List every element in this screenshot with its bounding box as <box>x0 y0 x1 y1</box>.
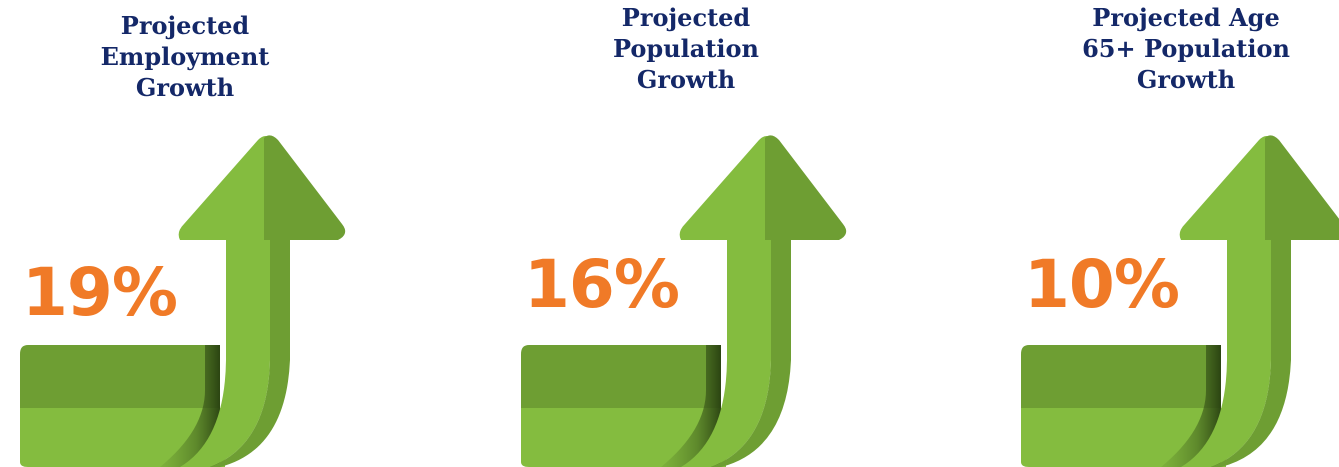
stat-value: 16% <box>524 246 680 323</box>
stat-title: Projected Employment Growth <box>100 11 270 102</box>
upward-curved-arrow-icon <box>20 135 346 467</box>
stat-age-65-population-growth: Projected Age 65+ Population Growth 10% <box>1021 0 1339 467</box>
stat-value: 19% <box>22 254 178 331</box>
stat-title: Projected Population Growth <box>613 3 759 94</box>
upward-curved-arrow-icon <box>521 135 847 467</box>
stat-employment-growth: Projected Employment Growth 19% <box>20 0 350 467</box>
upward-curved-arrow-icon <box>1021 135 1339 467</box>
stat-title: Projected Age 65+ Population Growth <box>1082 3 1290 94</box>
stat-value: 10% <box>1024 246 1180 323</box>
stat-population-growth: Projected Population Growth 16% <box>521 0 851 467</box>
